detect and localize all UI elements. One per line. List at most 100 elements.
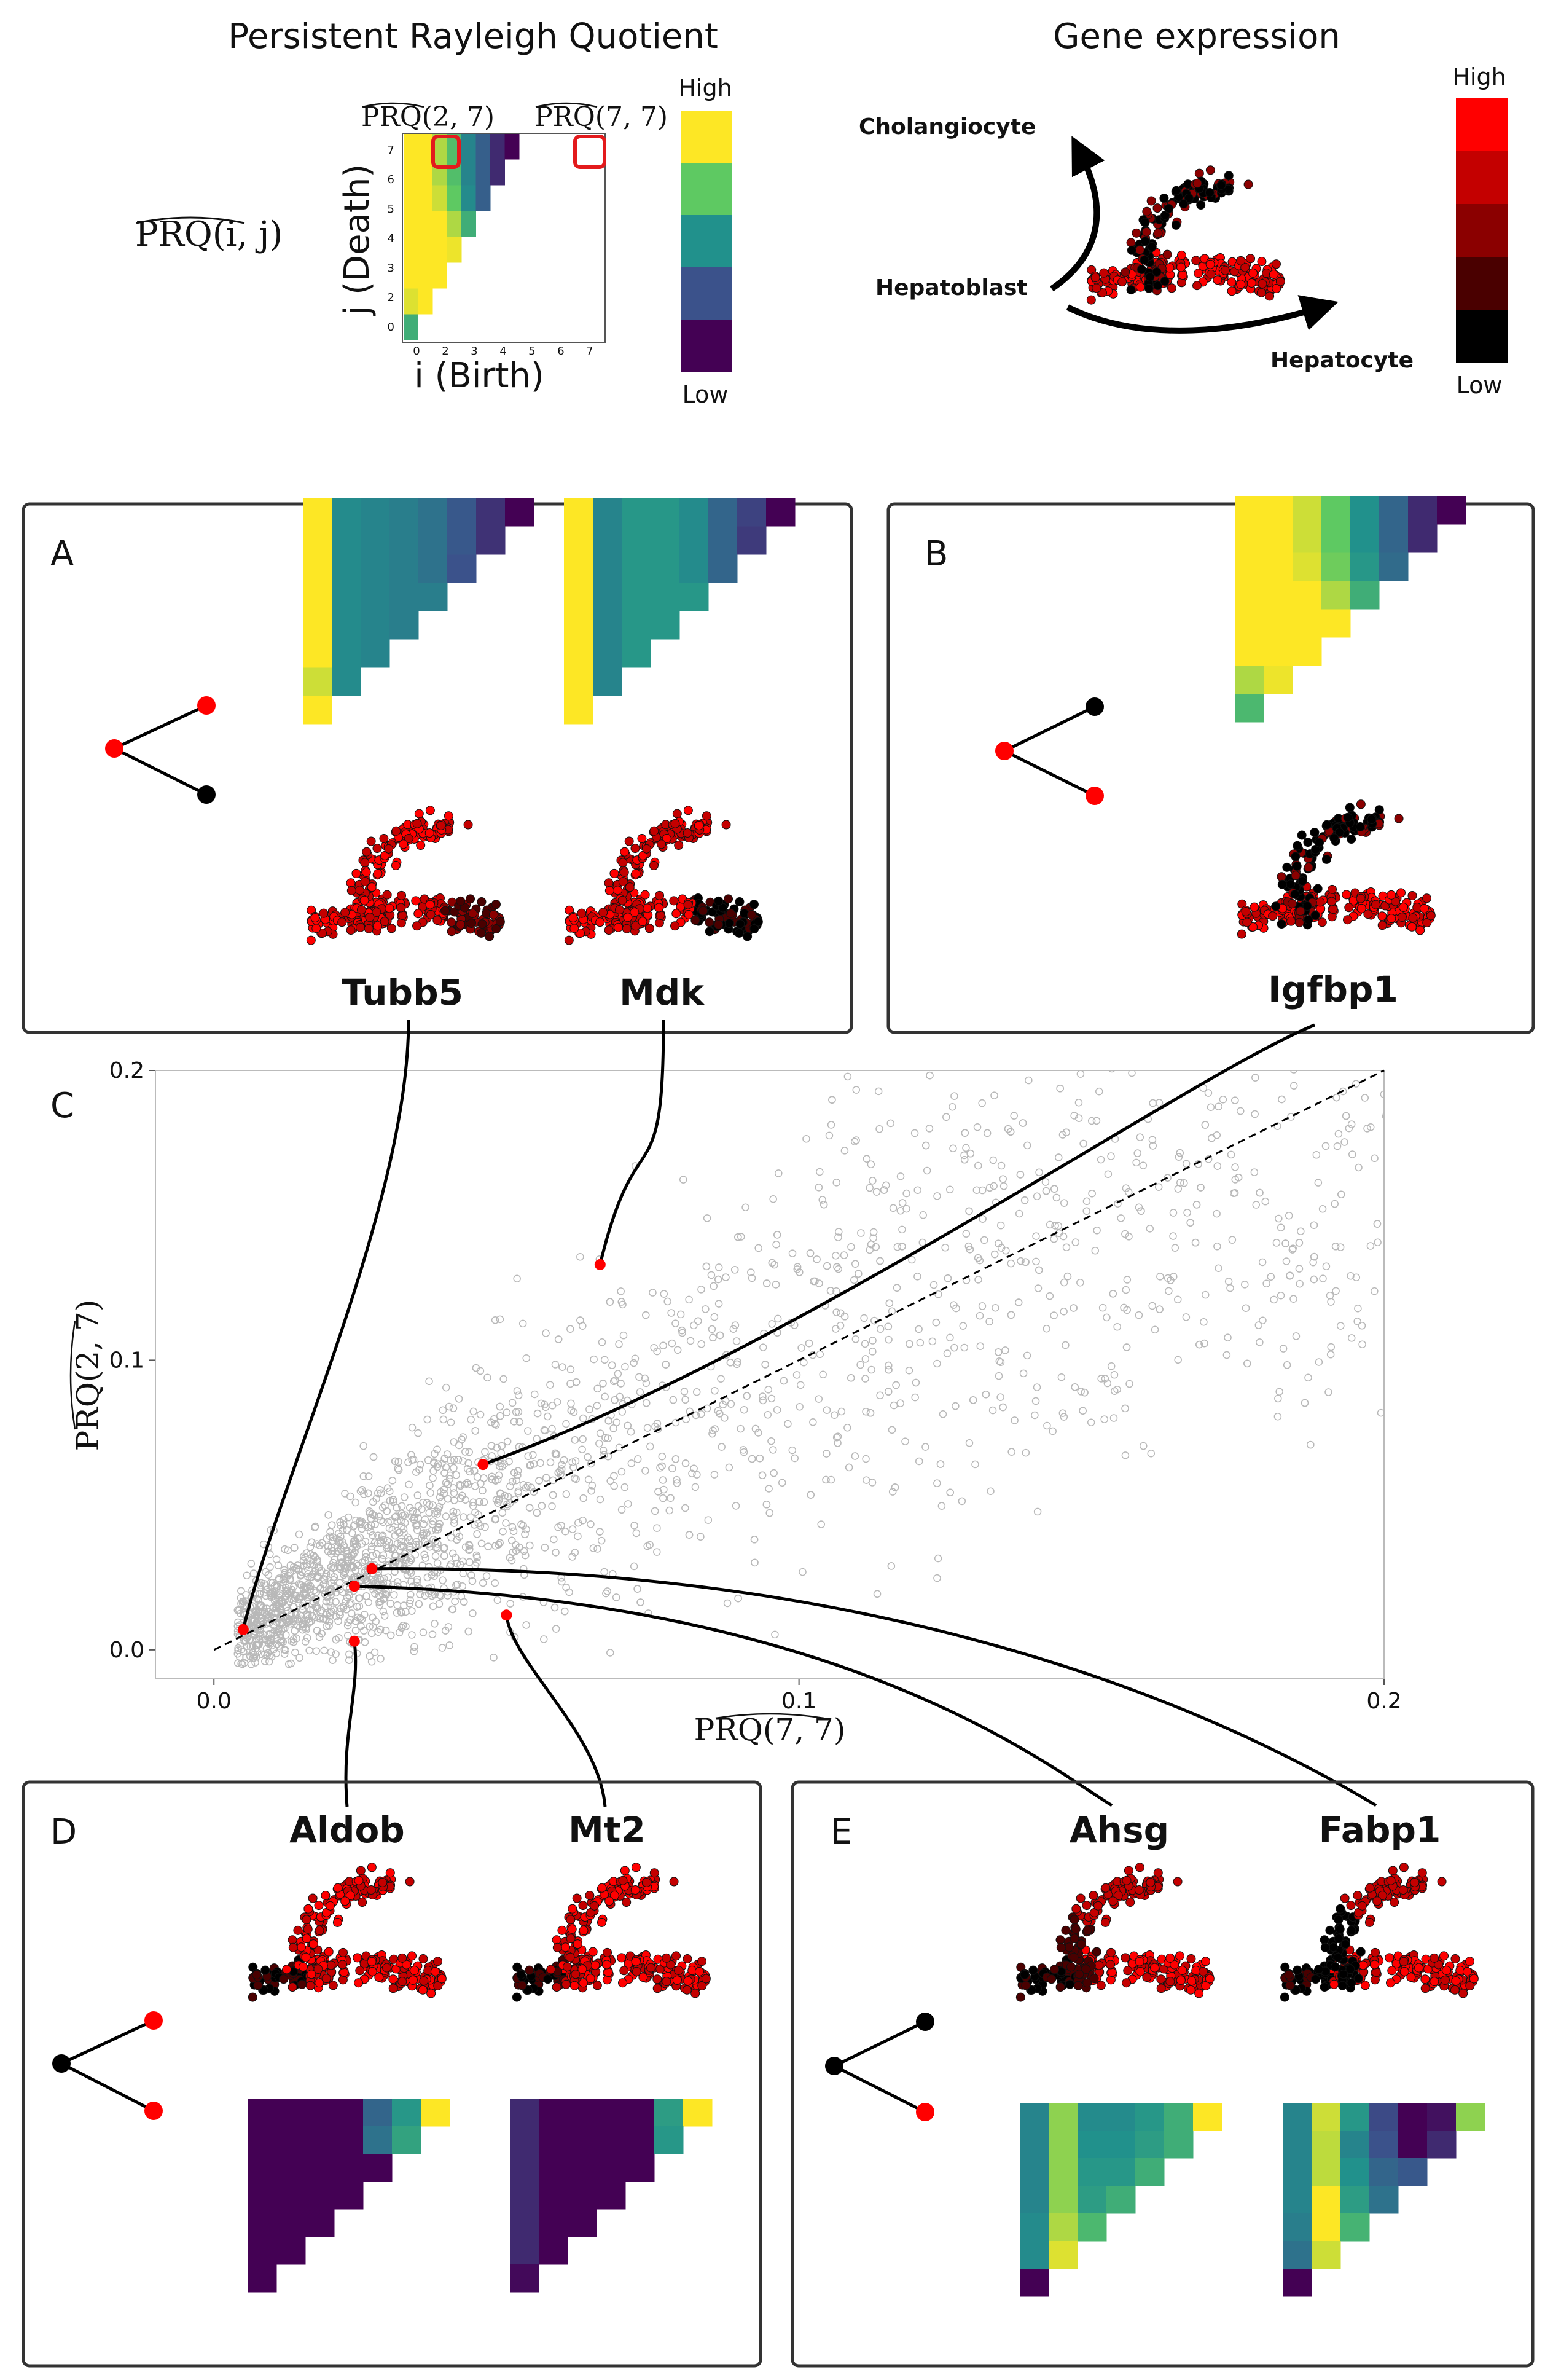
scatter-point [1222,1351,1231,1359]
cell-point [1192,281,1202,291]
main-heatmap-cell [432,211,447,237]
scatter-point [1283,1361,1291,1369]
scatter-point [996,1393,1004,1401]
scatter-point [1202,910,1209,917]
scatter-point [861,1375,869,1383]
cell-point [669,896,679,906]
scatter-point [1032,1232,1040,1240]
scatter-point [568,1553,576,1561]
tubb5-heatmap-cell [332,583,361,611]
aldob-heatmap-cell [305,2182,335,2210]
scatter-point [840,1251,848,1259]
scatter-point [1371,1154,1379,1163]
cell-point [567,1924,577,1934]
scatter-point [668,1464,676,1472]
scatter-point [423,1529,431,1537]
main-heatmap-cell [475,185,491,211]
scatter-point [369,1613,377,1622]
tubb5-heatmap-cell [361,554,390,583]
scatter-point [264,1571,273,1579]
scatter-point [587,1459,595,1468]
tubb5-heatmap-cell [447,498,477,527]
main-heatmap-cell [461,185,476,211]
scatter-point [477,1539,486,1548]
scatter-point [601,1434,609,1442]
scatter-point [732,1502,740,1510]
scatter-point [526,1461,534,1470]
scatter-point [816,1350,824,1359]
scatter-point [1042,1187,1050,1195]
scatter-point [759,1392,767,1400]
scatter-point [393,1504,401,1512]
scatter-point [530,1488,538,1496]
scatter-point [400,1553,408,1561]
cell-embedding-header [1086,165,1285,305]
igfbp1-heatmap-cell [1350,524,1380,553]
scatter-point [371,1520,379,1529]
cell-point [477,897,487,907]
scatter-point [1043,1325,1050,1333]
main-heatmap-cell [490,133,505,160]
scatter-point [337,1604,345,1612]
scatter-point [329,1547,337,1555]
scatter-point [857,1229,865,1237]
cell-point [1363,909,1373,919]
scatter-point [663,1297,671,1306]
cell-point [1236,256,1246,265]
scatter-point [380,1574,388,1583]
cell-point [339,1968,349,1977]
cell-point [338,1947,348,1957]
scatter-point [1346,938,1353,945]
cell-point [671,1951,681,1961]
scatter-point [515,1543,523,1552]
scatter-point [653,1548,661,1556]
scatter-point [1398,784,1404,790]
cell-point [364,924,374,933]
cell-point [595,917,605,927]
scatter-point [1423,996,1430,1002]
scatter-point [336,1521,345,1530]
scatter-point [1420,1098,1427,1104]
scatter-point [1077,1388,1085,1396]
scatter-point [875,1125,883,1133]
scatter-point [376,1539,385,1547]
scatter-point [1396,1252,1403,1259]
scatter-point [254,1641,262,1649]
scatter-point [667,1494,675,1502]
scatter-point [1339,1087,1347,1096]
scatter-point [1373,1220,1382,1228]
scatter-point [1169,1209,1178,1217]
scatter-point [529,1451,537,1459]
cell-point [1179,199,1189,209]
scatter-point [405,1480,413,1489]
scatter-point [748,1455,756,1463]
panel-frame [886,502,1535,1034]
scatter-point [933,1359,941,1368]
scatter-point [1289,1295,1297,1303]
scatter-point [467,1415,475,1424]
scatter-point [1200,1318,1208,1326]
scatter-point [375,1592,383,1600]
scatter-point [681,1459,690,1467]
scatter-point [1343,1051,1350,1058]
scatter-point [273,1588,281,1596]
scatter-point [430,1459,438,1467]
cell-point [1213,275,1222,285]
cell-point [321,1890,331,1900]
main-heatmap-cell [447,237,462,263]
cell-point [746,909,756,919]
scatter-point [1192,1201,1201,1209]
scatter-point [1364,850,1371,857]
panel-letter: A [50,534,74,574]
mdk-heatmap-cell [564,526,593,555]
cell-point [388,1974,398,1984]
scatter-point [893,1284,901,1292]
scatter-point [1338,929,1345,935]
igfbp1-heatmap-cell [1379,496,1409,525]
scatter-point [1054,1222,1062,1230]
scatter-point [949,1102,956,1111]
scatter-point [631,1354,640,1363]
scatter-point [1259,1316,1267,1324]
mdk-heatmap-cell [622,526,651,555]
scatter-point [1256,1188,1264,1197]
